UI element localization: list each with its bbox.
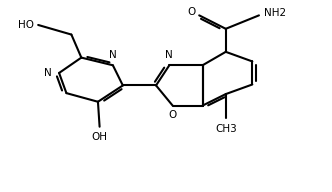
Text: CH3: CH3 <box>215 124 237 134</box>
Text: N: N <box>44 68 52 78</box>
Text: O: O <box>169 110 177 120</box>
Text: OH: OH <box>92 132 108 142</box>
Text: N: N <box>165 50 173 60</box>
Text: O: O <box>187 7 195 17</box>
Text: HO: HO <box>18 20 34 30</box>
Text: N: N <box>109 50 117 60</box>
Text: NH2: NH2 <box>264 8 286 18</box>
